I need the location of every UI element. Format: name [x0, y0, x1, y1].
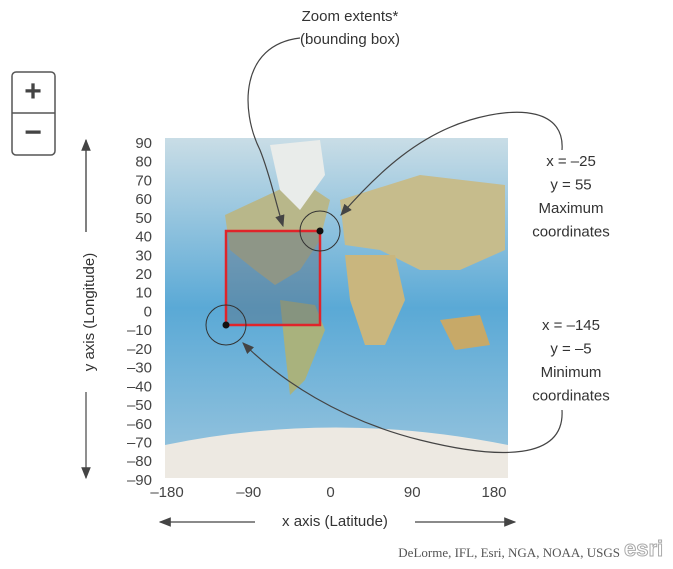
min-point — [223, 322, 230, 329]
map — [165, 138, 508, 478]
x-axis-label: x axis (Latitude) — [282, 513, 388, 530]
callout-subtitle: (bounding box) — [300, 31, 400, 48]
logo: esri — [624, 536, 663, 561]
callout-minimum-line: x = –145 — [542, 317, 600, 334]
callout-maximum-line: x = –25 — [546, 153, 596, 170]
y-tick-label: 0 — [144, 303, 152, 320]
y-tick-label: 60 — [135, 191, 152, 208]
y-tick-label: 40 — [135, 229, 152, 246]
x-tick-label: 90 — [404, 484, 421, 501]
y-tick-label: 10 — [135, 285, 152, 302]
x-tick-label: 180 — [481, 484, 506, 501]
y-tick-label: –80 — [127, 453, 152, 470]
zoom-control: + − — [12, 72, 55, 155]
y-tick-label: –50 — [127, 397, 152, 414]
y-tick-label: 30 — [135, 247, 152, 264]
y-tick-label: –10 — [127, 322, 152, 339]
zoom-in-button[interactable]: + — [24, 75, 42, 108]
attribution: DeLorme, IFL, Esri, NGA, NOAA, USGS — [398, 545, 620, 560]
callout-minimum-line: coordinates — [532, 387, 610, 404]
callout-minimum-line: Minimum — [541, 364, 602, 381]
callout-title: Zoom extents* — [302, 8, 399, 25]
callout-maximum-line: Maximum — [538, 200, 603, 217]
callout-maximum-line: y = 55 — [550, 176, 591, 193]
x-tick-label: –180 — [150, 484, 183, 501]
y-tick-label: –30 — [127, 360, 152, 377]
y-tick-label: –20 — [127, 341, 152, 358]
y-tick-label: –90 — [127, 472, 152, 489]
y-tick-label: 50 — [135, 210, 152, 227]
y-axis-label: y axis (Longitude) — [81, 253, 98, 371]
x-tick-label: –90 — [236, 484, 261, 501]
y-tick-label: –60 — [127, 416, 152, 433]
x-tick-label: 0 — [326, 484, 334, 501]
y-tick-label: 70 — [135, 172, 152, 189]
callout-minimum-line: y = –5 — [550, 340, 591, 357]
diagram: + − Zoom extents* (bounding box) x = –25… — [0, 0, 673, 564]
y-tick-label: –70 — [127, 435, 152, 452]
zoom-out-button[interactable]: − — [24, 116, 42, 149]
y-tick-label: –40 — [127, 378, 152, 395]
y-tick-label: 20 — [135, 266, 152, 283]
max-point — [317, 228, 324, 235]
y-tick-label: 80 — [135, 154, 152, 171]
y-tick-label: 90 — [135, 135, 152, 152]
callout-maximum-line: coordinates — [532, 223, 610, 240]
